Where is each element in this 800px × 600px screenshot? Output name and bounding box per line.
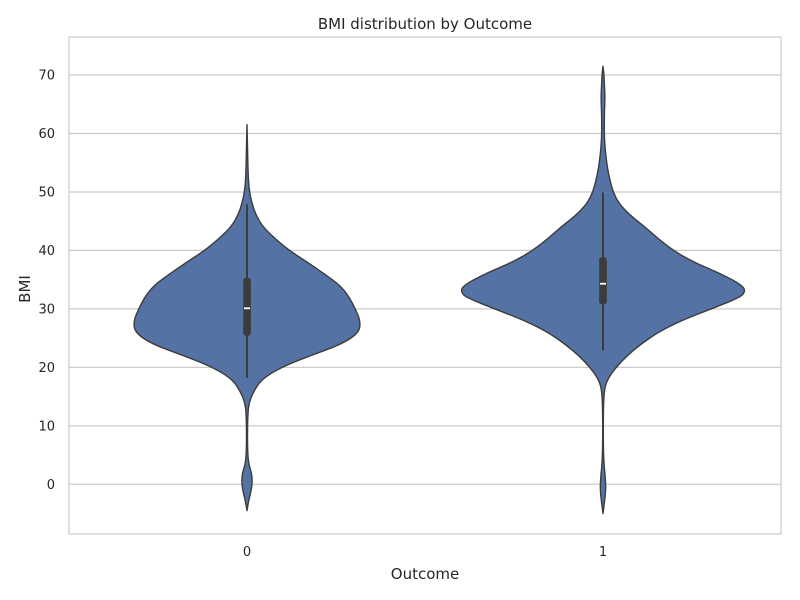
plot-frame [68, 36, 782, 535]
x-tick-label: 0 [243, 545, 251, 560]
y-tick-label: 10 [38, 419, 55, 434]
violins [133, 65, 746, 515]
y-tick-label: 70 [38, 69, 55, 84]
y-tick-label: 0 [47, 478, 55, 493]
y-tick-labels: 0 10 20 30 40 50 60 70 [38, 69, 55, 493]
y-axis-title: BMI [16, 275, 34, 303]
y-tick-label: 50 [38, 185, 55, 200]
y-tick-label: 30 [38, 302, 55, 317]
y-tick-label: 20 [38, 361, 55, 376]
y-tick-label: 40 [38, 244, 55, 259]
x-axis-title: Outcome [391, 565, 459, 583]
chart-title: BMI distribution by Outcome [318, 15, 532, 33]
x-tick-label: 1 [599, 545, 607, 560]
y-tick-label: 60 [38, 127, 55, 142]
violin-iqr-box [243, 277, 251, 336]
violin-group [460, 65, 746, 515]
violin-iqr-box [599, 257, 607, 305]
violin-group [133, 124, 361, 512]
